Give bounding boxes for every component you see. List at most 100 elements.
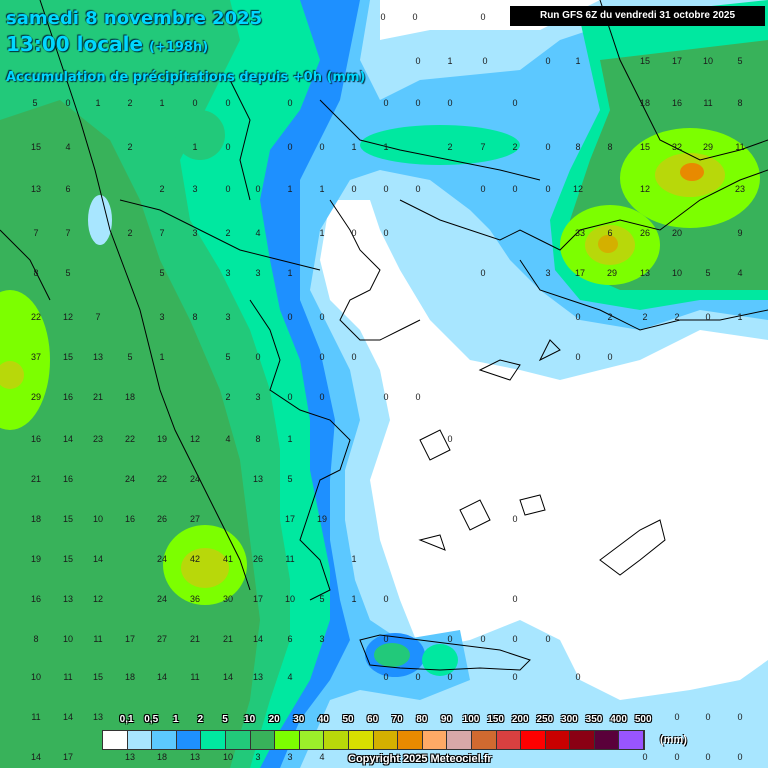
legend-labels: 0,1 0,5 1 2 5 10 20 30 40 50 60 70 80 90 100 150 200 250 3… xyxy=(0,714,768,728)
precip-value: 0 xyxy=(383,634,388,644)
precip-value: 16 xyxy=(125,514,135,524)
legend-label: 0,5 xyxy=(144,714,159,725)
precip-value: 0 xyxy=(512,672,517,682)
precip-value: 10 xyxy=(285,594,295,604)
precip-value: 0 xyxy=(351,352,356,362)
precip-value: 26 xyxy=(640,228,650,238)
precip-blob-west xyxy=(0,290,50,430)
legend-label: 50 xyxy=(342,714,354,725)
precip-value: 24 xyxy=(125,474,135,484)
legend-swatch xyxy=(324,731,349,749)
precip-value: 0 xyxy=(319,142,324,152)
precip-value: 0 xyxy=(383,594,388,604)
precip-value: 0 xyxy=(383,672,388,682)
precip-value: 0 xyxy=(575,312,580,322)
precip-value: 7 xyxy=(95,312,100,322)
precip-value: 18 xyxy=(640,98,650,108)
precip-value: 0 xyxy=(287,392,292,402)
precip-value: 15 xyxy=(93,672,103,682)
precip-value: 16 xyxy=(63,474,73,484)
precip-value: 0 xyxy=(447,434,452,444)
precip-value: 0 xyxy=(351,228,356,238)
precip-value: 5 xyxy=(737,56,742,66)
precip-value: 6 xyxy=(607,228,612,238)
precip-value: 1 xyxy=(95,98,100,108)
legend-swatch xyxy=(594,731,620,749)
precip-value: 1 xyxy=(159,352,164,362)
precip-value: 0 xyxy=(512,184,517,194)
precip-value: 0 xyxy=(545,184,550,194)
precip-value: 27 xyxy=(190,514,200,524)
precip-value: 3 xyxy=(159,312,164,322)
precip-value: 12 xyxy=(573,184,583,194)
precip-value: 0 xyxy=(705,312,710,322)
precip-value: 3 xyxy=(255,752,260,762)
precip-value: 8 xyxy=(737,98,742,108)
precip-value: 3 xyxy=(225,312,230,322)
precip-value: 1 xyxy=(287,184,292,194)
precip-value: 0 xyxy=(415,98,420,108)
precip-value: 2 xyxy=(127,98,132,108)
precip-value: 14 xyxy=(63,434,73,444)
precip-value: 13 xyxy=(93,352,103,362)
precip-value: 0 xyxy=(545,56,550,66)
legend-swatch xyxy=(176,731,202,749)
legend-swatch xyxy=(275,731,300,749)
legend-swatch xyxy=(521,731,546,749)
precip-value: 16 xyxy=(31,434,41,444)
precip-value: 13 xyxy=(253,672,263,682)
precip-value: 0 xyxy=(415,392,420,402)
precip-value: 16 xyxy=(63,392,73,402)
precip-value: 1 xyxy=(351,554,356,564)
precip-value: 0 xyxy=(319,352,324,362)
precip-value: 11 xyxy=(285,554,294,564)
legend-swatch xyxy=(447,731,472,749)
precip-value: 30 xyxy=(223,594,233,604)
precip-value: 0 xyxy=(512,594,517,604)
precip-value: 0 xyxy=(512,98,517,108)
precip-value: 0 xyxy=(415,184,420,194)
precip-value: 1 xyxy=(737,312,742,322)
precip-value: 23 xyxy=(735,184,745,194)
legend-swatch xyxy=(471,731,497,749)
coastlines xyxy=(0,0,768,671)
precip-value: 5 xyxy=(159,268,164,278)
precip-value: 10 xyxy=(703,56,713,66)
precip-value: 24 xyxy=(157,554,167,564)
precip-value: 0 xyxy=(545,142,550,152)
precip-value: 0 xyxy=(287,312,292,322)
precip-value: 11 xyxy=(735,142,744,152)
precip-value: 21 xyxy=(223,634,233,644)
precip-value: 17 xyxy=(125,634,135,644)
legend-color-bar xyxy=(102,730,646,750)
legend-swatch xyxy=(201,731,226,749)
precip-value: 0 xyxy=(255,352,260,362)
precip-value: 0 xyxy=(607,352,612,362)
precip-value: 5 xyxy=(32,98,37,108)
precip-value: 0 xyxy=(351,184,356,194)
precip-value: 13 xyxy=(640,268,650,278)
precip-value: 26 xyxy=(157,514,167,524)
precip-value: 14 xyxy=(157,672,167,682)
legend-label: 500 xyxy=(634,714,652,725)
precip-value-labels: 0 000 1 0 0 1 15 17 10 55 0 1 2 1 0 0 0 0 0 0 0 18 16 11 815 4 2 1 0… xyxy=(31,12,745,762)
legend-swatch xyxy=(545,731,571,749)
legend-swatch xyxy=(398,731,423,749)
precip-value: 21 xyxy=(190,634,200,644)
precip-value: 3 xyxy=(192,228,197,238)
precip-value: 37 xyxy=(31,352,41,362)
precip-value: 10 xyxy=(93,514,103,524)
precip-value: 5 xyxy=(319,594,324,604)
precip-value: 1 xyxy=(319,184,324,194)
precip-value: 0 xyxy=(415,672,420,682)
precip-value: 2 xyxy=(159,184,164,194)
precip-value: 13 xyxy=(63,594,73,604)
precip-value: 14 xyxy=(93,554,103,564)
legend-label: 10 xyxy=(244,714,256,725)
precip-value: 42 xyxy=(190,554,200,564)
precip-value: 10 xyxy=(672,268,682,278)
precip-value: 1 xyxy=(287,268,292,278)
precip-value: 24 xyxy=(190,474,200,484)
precip-value: 0 xyxy=(383,392,388,402)
